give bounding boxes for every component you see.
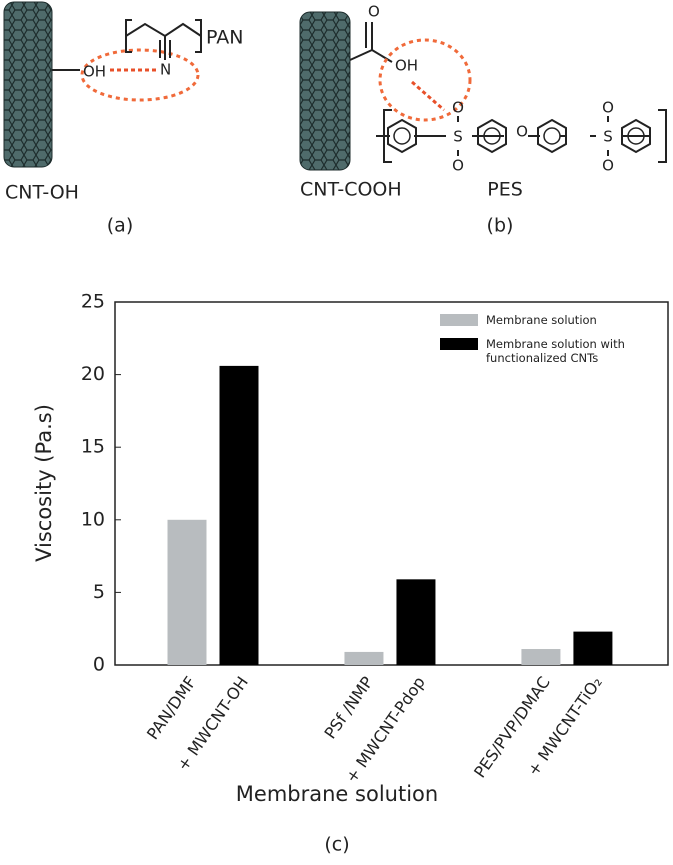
- chem-label: O: [368, 3, 380, 21]
- panel-label: (a): [107, 215, 133, 237]
- chem-label: O: [602, 157, 614, 175]
- x-axis-label: Membrane solution: [236, 782, 438, 806]
- chem-label: S: [603, 128, 613, 146]
- legend-label: Membrane solution: [486, 313, 597, 327]
- y-tick-label: 10: [81, 508, 105, 530]
- legend-swatch: [440, 314, 478, 326]
- bar: [396, 579, 436, 665]
- x-tick-label: PAN/DMF: [143, 673, 200, 743]
- polymer-label: PES: [487, 179, 523, 201]
- y-axis-label: Viscosity (Pa.s): [32, 404, 56, 562]
- chem-label: O: [602, 99, 614, 117]
- chem-label: S: [453, 128, 463, 146]
- y-tick-label: 20: [81, 363, 105, 385]
- y-tick-label: 0: [93, 654, 105, 676]
- chem-label: O: [516, 123, 528, 141]
- chem-label: O: [452, 99, 464, 117]
- interaction-ellipse: [80, 48, 200, 102]
- bar: [167, 519, 207, 665]
- hydrogen-bond: [411, 80, 445, 112]
- bar: [344, 651, 384, 665]
- chem-label: OH: [395, 57, 418, 75]
- legend-label: Membrane solution with functionalized CN…: [486, 337, 625, 365]
- chem-label: OH: [83, 63, 106, 81]
- panel-label: (c): [324, 834, 349, 856]
- legend-entry: Membrane solution: [486, 313, 597, 327]
- legend-entry: Membrane solution with functionalized CN…: [486, 337, 625, 365]
- panel-label: (b): [487, 215, 514, 237]
- bar: [219, 365, 259, 665]
- chem-label: O: [452, 157, 464, 175]
- y-tick-label: 15: [81, 436, 105, 458]
- bar: [521, 649, 561, 665]
- chem-label: N: [160, 61, 171, 79]
- y-tick-label: 5: [93, 581, 105, 603]
- interaction-ellipse: [378, 38, 472, 122]
- pan-structure: [125, 19, 202, 60]
- legend-swatch: [440, 338, 478, 350]
- plot-frame: [114, 301, 669, 666]
- tube-label: CNT-OH: [5, 182, 79, 204]
- pes-structure: [376, 109, 667, 163]
- tube-label: CNT-COOH: [300, 179, 402, 201]
- polymer-label: PAN: [206, 27, 243, 49]
- bond: [349, 22, 393, 63]
- nanotube: [3, 1, 53, 168]
- bar: [573, 631, 613, 665]
- nanotube: [299, 11, 351, 171]
- x-tick-label: PSf /NMP: [320, 673, 377, 743]
- y-tick-label: 25: [81, 291, 105, 313]
